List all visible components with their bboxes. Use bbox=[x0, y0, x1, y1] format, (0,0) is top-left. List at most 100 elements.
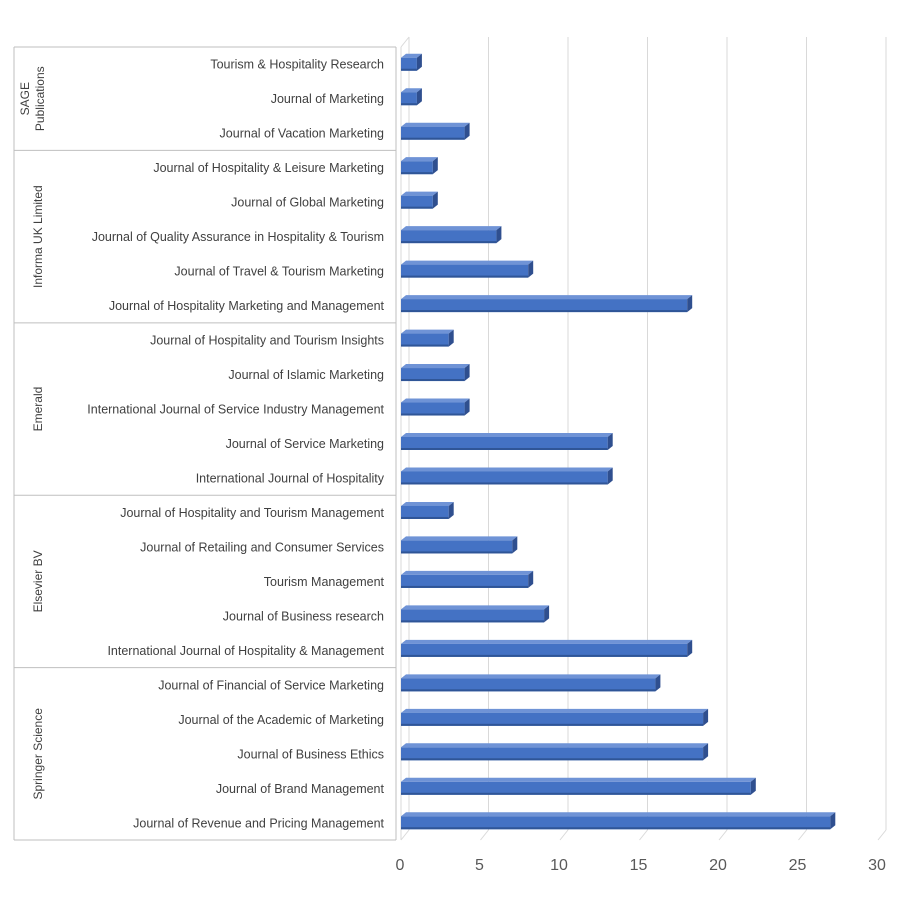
category-label-journal-of-the-academic-of-marketing: Journal of the Academic of Marketing bbox=[178, 713, 384, 727]
bar-top-journal-of-the-academic-of-marketing bbox=[401, 708, 709, 713]
gridline-floor-5 bbox=[480, 829, 489, 841]
category-label-international-journal-of-hospitality-and-management: International Journal of Hospitality & M… bbox=[107, 644, 384, 658]
bar-edge-journal-of-hospitality-and-leisure-marketing bbox=[401, 172, 433, 175]
bar-end-journal-of-business-ethics bbox=[703, 743, 709, 761]
bar-edge-journal-of-retailing-and-consumer-services bbox=[401, 551, 513, 554]
bar-journal-of-revenue-and-pricing-management bbox=[401, 812, 836, 830]
bar-front-journal-of-global-marketing bbox=[401, 195, 433, 209]
group-labels: SAGEPublications Informa UK Limited Emeral… bbox=[14, 66, 396, 799]
bar-edge-journal-of-marketing bbox=[401, 103, 417, 106]
bar-journal-of-hospitality-and-leisure-marketing bbox=[401, 157, 438, 175]
bar-front-journal-of-marketing bbox=[401, 92, 417, 106]
bar-tourism-and-hospitality-research bbox=[401, 53, 422, 71]
bar-front-tourism-management bbox=[401, 574, 529, 588]
bar-edge-journal-of-quality-assurance-in-hospitality-and-tourism bbox=[401, 241, 497, 244]
bar-top-journal-of-business-ethics bbox=[401, 743, 709, 748]
bar-front-journal-of-financial-of-service-marketing bbox=[401, 678, 656, 692]
bar-front-journal-of-retailing-and-consumer-services bbox=[401, 540, 513, 554]
bar-journal-of-business-research bbox=[401, 605, 550, 623]
bar-top-journal-of-service-marketing bbox=[401, 433, 613, 437]
category-label-journal-of-marketing: Journal of Marketing bbox=[271, 92, 384, 106]
bar-journal-of-islamic-marketing bbox=[401, 364, 470, 382]
x-tick-label-15: 15 bbox=[630, 857, 648, 874]
bar-journal-of-financial-of-service-marketing bbox=[401, 674, 661, 692]
x-tick-label-25: 25 bbox=[789, 857, 807, 874]
bar-top-tourism-management bbox=[401, 570, 534, 575]
bar-tourism-management bbox=[401, 570, 534, 588]
bar-top-international-journal-of-hospitality bbox=[401, 467, 613, 472]
bar-journal-of-travel-and-tourism-marketing bbox=[401, 260, 534, 278]
bars bbox=[401, 53, 836, 830]
bar-edge-journal-of-business-research bbox=[401, 620, 545, 623]
category-label-tourism-and-hospitality-research: Tourism & Hospitality Research bbox=[210, 58, 384, 72]
category-label-journal-of-service-marketing: Journal of Service Marketing bbox=[226, 437, 384, 451]
group-label-elsevier-bv: Elsevier BV bbox=[31, 550, 45, 612]
bar-international-journal-of-hospitality bbox=[401, 467, 613, 485]
category-label-journal-of-hospitality-marketing-and-management: Journal of Hospitality Marketing and Man… bbox=[109, 299, 385, 313]
bar-journal-of-vacation-marketing bbox=[401, 122, 470, 140]
bar-front-journal-of-vacation-marketing bbox=[401, 126, 465, 140]
category-label-journal-of-vacation-marketing: Journal of Vacation Marketing bbox=[220, 127, 384, 141]
category-axis-frame bbox=[13, 46, 397, 841]
bar-edge-journal-of-travel-and-tourism-marketing bbox=[401, 275, 529, 278]
bar-top-international-journal-of-service-industry-management bbox=[401, 398, 470, 403]
category-label-tourism-management: Tourism Management bbox=[264, 575, 385, 589]
x-tick-label-20: 20 bbox=[709, 857, 727, 874]
bar-end-journal-of-hospitality-marketing-and-management bbox=[687, 295, 693, 313]
bar-edge-journal-of-revenue-and-pricing-management bbox=[401, 827, 831, 830]
bar-top-journal-of-travel-and-tourism-marketing bbox=[401, 260, 534, 265]
bar-journal-of-retailing-and-consumer-services bbox=[401, 536, 518, 554]
bar-front-journal-of-brand-management bbox=[401, 781, 751, 795]
bar-front-international-journal-of-hospitality bbox=[401, 471, 608, 485]
bar-front-international-journal-of-service-industry-management bbox=[401, 402, 465, 416]
bar-top-journal-of-business-research bbox=[401, 605, 550, 610]
bar-edge-journal-of-vacation-marketing bbox=[401, 137, 465, 140]
bar-end-journal-of-service-marketing bbox=[607, 433, 613, 450]
category-label-journal-of-hospitality-and-leisure-marketing: Journal of Hospitality & Leisure Marketi… bbox=[153, 161, 384, 175]
bar-front-international-journal-of-hospitality-and-management bbox=[401, 643, 688, 657]
category-label-journal-of-revenue-and-pricing-management: Journal of Revenue and Pricing Managemen… bbox=[133, 816, 384, 830]
group-label-springer-science: Springer Science bbox=[31, 708, 45, 800]
bar-international-journal-of-hospitality-and-management bbox=[401, 639, 693, 657]
category-label-journal-of-travel-and-tourism-marketing: Journal of Travel & Tourism Marketing bbox=[174, 265, 384, 279]
gridline-floor-15 bbox=[639, 829, 648, 841]
bar-edge-tourism-and-hospitality-research bbox=[401, 68, 417, 71]
bar-end-journal-of-business-research bbox=[544, 605, 550, 623]
bar-end-journal-of-hospitality-and-tourism-management bbox=[448, 501, 454, 519]
category-label-journal-of-hospitality-and-tourism-insights: Journal of Hospitality and Tourism Insig… bbox=[150, 334, 384, 348]
bar-end-journal-of-hospitality-and-leisure-marketing bbox=[432, 157, 438, 175]
bar-top-journal-of-hospitality-and-leisure-marketing bbox=[401, 157, 438, 162]
bar-end-journal-of-marketing bbox=[416, 88, 422, 106]
bar-journal-of-hospitality-marketing-and-management bbox=[401, 295, 693, 313]
bar-edge-international-journal-of-service-industry-management bbox=[401, 413, 465, 416]
wall-top-edge bbox=[400, 36, 410, 48]
bar-top-journal-of-hospitality-marketing-and-management bbox=[401, 295, 693, 300]
x-tick-label-5: 5 bbox=[475, 857, 484, 874]
gridline-floor-30 bbox=[877, 829, 887, 841]
bar-front-tourism-and-hospitality-research bbox=[401, 57, 417, 71]
bar-top-journal-of-islamic-marketing bbox=[401, 364, 470, 369]
bar-end-international-journal-of-service-industry-management bbox=[464, 398, 470, 416]
category-label-journal-of-business-ethics: Journal of Business Ethics bbox=[237, 747, 384, 761]
bar-end-tourism-and-hospitality-research bbox=[416, 53, 422, 71]
bar-end-journal-of-financial-of-service-marketing bbox=[655, 674, 661, 692]
bar-end-international-journal-of-hospitality-and-management bbox=[687, 639, 693, 657]
bar-journal-of-hospitality-and-tourism-management bbox=[401, 501, 454, 519]
category-label-journal-of-business-research: Journal of Business research bbox=[223, 609, 384, 623]
bar-front-journal-of-quality-assurance-in-hospitality-and-tourism bbox=[401, 230, 497, 244]
bar-front-journal-of-islamic-marketing bbox=[401, 368, 465, 382]
category-label-international-journal-of-service-industry-management: International Journal of Service Industr… bbox=[87, 403, 384, 417]
bar-front-journal-of-business-ethics bbox=[401, 747, 704, 761]
group-label-informa-uk-limited: Informa UK Limited bbox=[31, 185, 45, 288]
bar-edge-journal-of-business-ethics bbox=[401, 758, 704, 761]
bar-edge-tourism-management bbox=[401, 585, 529, 588]
category-label-international-journal-of-hospitality: International Journal of Hospitality bbox=[196, 471, 385, 485]
bar-journal-of-global-marketing bbox=[401, 191, 438, 209]
bar-journal-of-the-academic-of-marketing bbox=[401, 708, 709, 726]
gridline-floor-10 bbox=[559, 829, 569, 841]
x-tick-label-10: 10 bbox=[550, 857, 568, 874]
bar-journal-of-marketing bbox=[401, 88, 422, 106]
bar-front-journal-of-hospitality-and-tourism-management bbox=[401, 505, 449, 519]
group-label-sage-publications: SAGEPublications bbox=[18, 66, 47, 131]
